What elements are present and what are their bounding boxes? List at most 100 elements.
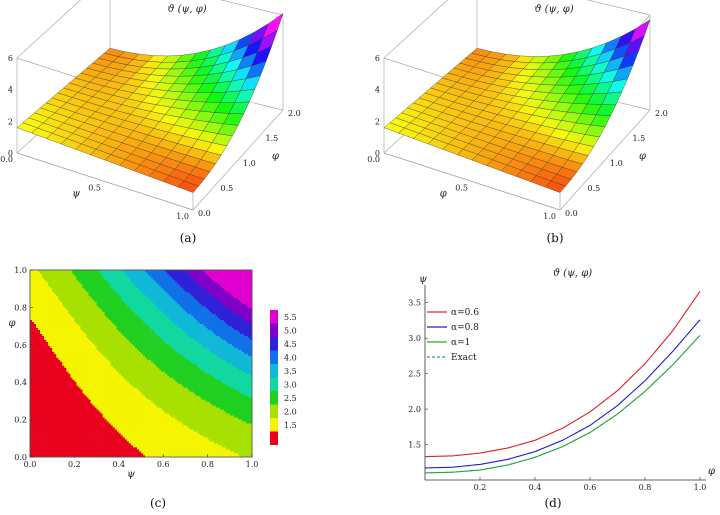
contour-cell [36,299,39,303]
contour-cell [86,327,89,330]
contour-cell [30,319,33,323]
contour-cell [78,447,81,450]
contour-cell [72,355,75,358]
contour-cell [52,451,55,454]
contour-cell [86,357,89,360]
contour-cell [126,431,130,434]
contour-cell [42,413,45,416]
contour-cell [34,373,37,376]
contour-cell [88,329,91,332]
contour-cell [86,435,89,438]
contour-cell [82,381,85,384]
contour-cell [62,305,65,309]
contour-cell [44,305,47,309]
contour-cell [116,355,120,358]
contour-cell [40,309,43,313]
contour-cell [80,397,83,400]
contour-cell [42,411,45,414]
contour-cell [122,297,126,301]
contour-cell [80,421,83,424]
contour-cell [40,347,43,350]
x-tick-label: 1.0 [543,212,556,221]
contour-cell [46,357,49,360]
contour-cell [82,359,85,362]
contour-cell [44,399,47,402]
contour-cell [124,409,128,412]
contour-cell [76,335,79,338]
contour-cell [110,367,114,370]
contour-cell [58,331,61,334]
contour-cell [48,413,51,416]
contour-cell [96,453,99,456]
contour-cell [32,349,35,352]
contour-cell [112,361,116,364]
contour-cell [104,415,107,418]
contour-cell [86,375,89,378]
contour-cell [84,325,87,328]
contour-cell [114,435,118,438]
contour-cell [80,417,83,420]
contour-cell [86,377,89,380]
contour-cell [44,357,47,360]
contour-cell [104,289,107,293]
contour-cell [86,321,89,325]
contour-cell [116,391,120,394]
contour-cell [100,309,103,313]
contour-cell [62,317,65,321]
contour-cell [54,353,57,356]
contour-cell [60,373,63,376]
contour-cell [72,407,75,410]
contour-cell [64,305,67,309]
contour-cell [86,270,89,273]
contour-cell [116,405,120,408]
contour-cell [66,333,69,336]
contour-cell [92,277,95,281]
contour-cell [124,311,128,315]
contour-cell [30,351,33,354]
contour-cell [72,311,75,315]
contour-cell [36,419,39,422]
contour-cell [38,371,41,374]
contour-cell [48,273,51,277]
contour-cell [62,337,65,340]
contour-cell [64,429,67,432]
contour-cell [104,431,107,434]
contour-cell [82,423,85,426]
contour-cell [78,331,81,334]
contour-cell [112,307,116,311]
contour-cell [102,321,105,325]
contour-cell [38,319,41,323]
contour-cell [58,419,61,422]
contour-cell [76,321,79,325]
contour-cell [84,349,87,352]
contour-cell [46,355,49,358]
contour-cell [82,331,85,334]
contour-cell [74,405,77,408]
contour-cell [60,441,63,444]
x-tick-label: 0.5 [455,184,468,193]
contour-cell [66,403,69,406]
contour-cell [54,311,57,315]
contour-cell [50,417,53,420]
contour-cell [120,397,124,400]
contour-cell [110,333,114,336]
contour-cell [60,379,63,382]
contour-cell [58,407,61,410]
contour-cell [82,399,85,402]
contour-cell [80,373,83,376]
contour-cell [50,367,53,370]
contour-cell [90,455,93,458]
contour-cell [52,329,55,332]
contour-cell [54,337,57,340]
contour-cell [88,349,91,352]
contour-cell [48,367,51,370]
contour-cell [44,393,47,396]
contour-cell [32,293,35,297]
contour-cell [104,363,107,366]
contour-cell [42,455,45,458]
contour-cell [78,433,81,436]
contour-cell [88,345,91,348]
contour-cell [30,291,33,295]
contour-cell [108,359,112,362]
